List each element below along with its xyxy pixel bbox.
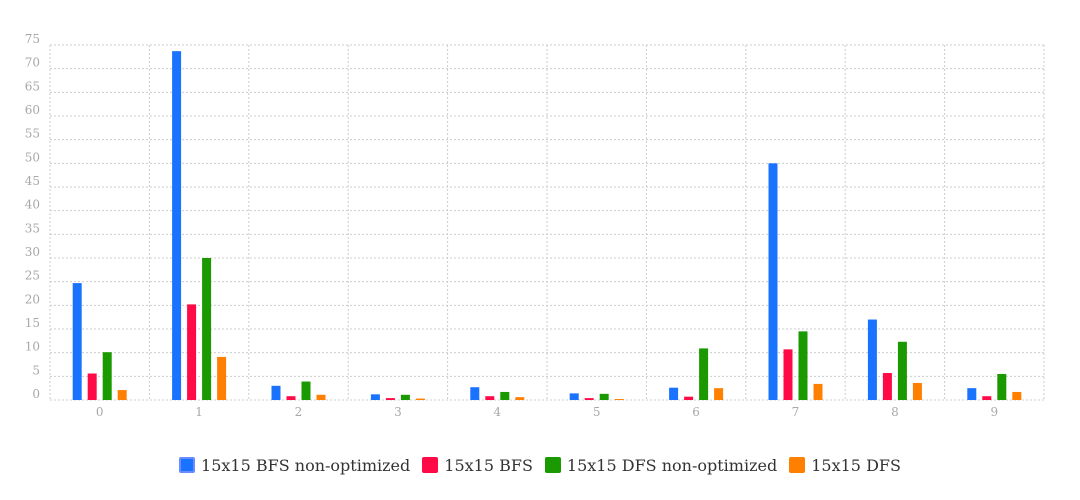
bar-15x15-bfs-non-optimized-3 bbox=[370, 394, 380, 400]
bar-15x15-dfs-non-optimized-8 bbox=[897, 341, 907, 400]
y-tick-label: 60 bbox=[25, 103, 40, 117]
bar-15x15-dfs-2 bbox=[316, 394, 326, 400]
legend-item-15x15-dfs-non-optimized[interactable]: 15x15 DFS non-optimized bbox=[544, 455, 778, 475]
y-tick-label: 40 bbox=[25, 198, 40, 212]
legend-label: 15x15 BFS non-optimized bbox=[201, 455, 411, 475]
bar-15x15-bfs-7 bbox=[783, 349, 793, 400]
y-tick-label: 75 bbox=[25, 32, 40, 46]
legend-item-15x15-bfs-non-optimized[interactable]: 15x15 BFS non-optimized bbox=[179, 456, 410, 475]
bar-15x15-bfs-non-optimized-9 bbox=[967, 388, 977, 400]
x-tick-label: 9 bbox=[990, 405, 998, 419]
legend-label: 15x15 DFS non-optimized bbox=[566, 455, 778, 475]
y-tick-label: 25 bbox=[25, 269, 40, 283]
bar-15x15-bfs-non-optimized-1 bbox=[172, 51, 182, 401]
x-axis-ticks: 0 1 2 3 4 5 6 7 8 9 bbox=[96, 405, 998, 419]
bar-15x15-dfs-non-optimized-9 bbox=[997, 373, 1007, 400]
legend-item-15x15-bfs[interactable]: 15x15 BFS bbox=[422, 456, 533, 475]
legend-label: 15x15 BFS bbox=[444, 455, 533, 475]
bar-15x15-dfs-8 bbox=[912, 382, 922, 400]
legend-label: 15x15 DFS bbox=[811, 455, 901, 475]
bar-15x15-bfs-non-optimized-2 bbox=[271, 385, 281, 400]
bar-15x15-bfs-non-optimized-0 bbox=[72, 283, 82, 400]
y-tick-label: 50 bbox=[25, 150, 40, 164]
y-tick-label: 5 bbox=[32, 363, 40, 377]
bar-15x15-bfs-8 bbox=[882, 373, 892, 400]
bar-15x15-bfs-0 bbox=[87, 373, 97, 400]
bar-15x15-bfs-5 bbox=[584, 398, 594, 400]
bar-15x15-bfs-4 bbox=[485, 396, 495, 400]
x-tick-label: 5 bbox=[593, 405, 601, 419]
y-tick-label: 70 bbox=[25, 56, 40, 70]
bar-15x15-dfs-non-optimized-5 bbox=[599, 393, 609, 400]
bar-15x15-dfs-non-optimized-4 bbox=[500, 391, 510, 400]
bar-15x15-dfs-5 bbox=[614, 399, 624, 400]
bar-15x15-dfs-non-optimized-2 bbox=[301, 381, 311, 400]
bars bbox=[72, 51, 1022, 401]
bar-15x15-dfs-3 bbox=[415, 398, 425, 400]
legend-swatch bbox=[789, 457, 806, 473]
bar-15x15-bfs-non-optimized-4 bbox=[470, 387, 480, 400]
bar-15x15-dfs-6 bbox=[714, 388, 724, 400]
y-tick-label: 20 bbox=[25, 292, 40, 306]
legend-swatch bbox=[179, 457, 196, 473]
bar-15x15-dfs-non-optimized-1 bbox=[202, 258, 212, 400]
bar-15x15-dfs-non-optimized-7 bbox=[798, 331, 808, 400]
x-tick-label: 0 bbox=[96, 405, 104, 419]
bar-15x15-dfs-non-optimized-3 bbox=[400, 394, 410, 400]
x-tick-label: 7 bbox=[792, 405, 800, 419]
y-axis-ticks: 0 5 10 15 20 25 30 35 40 45 50 55 60 65 70 75 bbox=[25, 32, 40, 401]
legend-item-15x15-dfs[interactable]: 15x15 DFS bbox=[789, 456, 901, 475]
y-tick-label: 15 bbox=[25, 316, 40, 330]
legend: 15x15 BFS non-optimized 15x15 BFS 15x15 DF… bbox=[0, 450, 1080, 480]
bar-15x15-bfs-3 bbox=[385, 398, 395, 400]
bar-15x15-bfs-2 bbox=[286, 396, 296, 400]
bar-15x15-bfs-non-optimized-7 bbox=[768, 163, 778, 400]
y-tick-label: 45 bbox=[25, 174, 40, 188]
x-tick-label: 1 bbox=[195, 405, 203, 419]
bar-15x15-bfs-1 bbox=[187, 304, 197, 400]
grid-lines bbox=[49, 44, 1045, 401]
legend-swatch bbox=[544, 457, 561, 473]
bar-15x15-bfs-6 bbox=[684, 396, 694, 400]
bar-15x15-dfs-9 bbox=[1012, 391, 1022, 400]
bar-15x15-dfs-4 bbox=[515, 397, 525, 400]
y-tick-label: 30 bbox=[25, 245, 40, 259]
x-tick-label: 6 bbox=[692, 405, 700, 419]
x-tick-label: 2 bbox=[295, 405, 303, 419]
y-tick-label: 65 bbox=[25, 79, 40, 93]
bar-15x15-dfs-non-optimized-0 bbox=[102, 352, 112, 400]
bar-15x15-bfs-non-optimized-5 bbox=[569, 393, 579, 400]
bar-15x15-bfs-non-optimized-8 bbox=[867, 319, 877, 400]
bar-15x15-bfs-9 bbox=[982, 396, 992, 400]
y-tick-label: 55 bbox=[25, 127, 40, 141]
legend-swatch bbox=[422, 457, 439, 473]
y-tick-label: 35 bbox=[25, 221, 40, 235]
bar-15x15-dfs-0 bbox=[117, 390, 127, 400]
bar-15x15-bfs-non-optimized-6 bbox=[669, 387, 679, 400]
bar-15x15-dfs-non-optimized-6 bbox=[699, 348, 709, 400]
x-tick-label: 3 bbox=[394, 405, 402, 419]
x-tick-label: 4 bbox=[493, 405, 501, 419]
y-tick-label: 10 bbox=[25, 340, 40, 354]
x-tick-label: 8 bbox=[891, 405, 899, 419]
bar-15x15-dfs-1 bbox=[217, 356, 227, 400]
y-tick-label: 0 bbox=[32, 387, 40, 401]
bar-15x15-dfs-7 bbox=[813, 383, 823, 400]
